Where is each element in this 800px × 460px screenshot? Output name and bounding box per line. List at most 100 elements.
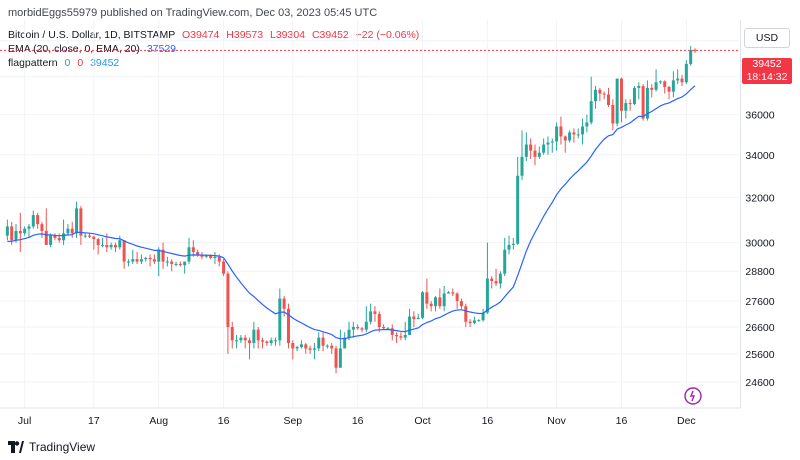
flagpattern-value-1: 0	[77, 57, 84, 69]
candle-body	[148, 257, 152, 260]
x-tick-label: 16	[218, 415, 230, 427]
candle-body	[53, 235, 57, 238]
candle-body	[343, 337, 347, 349]
candle-body	[40, 224, 44, 232]
symbol-legend-row[interactable]: Bitcoin / U.S. Dollar, 1D, BITSTAMP O394…	[8, 28, 419, 42]
candle-body	[200, 255, 204, 257]
flagpattern-label: flagpattern	[8, 57, 58, 69]
y-tick-label: 30000	[745, 238, 774, 250]
candle-body	[92, 236, 96, 240]
candle-body	[252, 329, 256, 344]
candle-body	[135, 259, 139, 262]
candle-body	[312, 348, 316, 350]
ohlc-high: H39573	[226, 29, 264, 41]
candle-body	[602, 93, 606, 95]
candle-body	[31, 215, 35, 227]
candle-body	[563, 136, 567, 141]
candle-body	[113, 244, 117, 248]
x-tick-label: Dec	[677, 415, 696, 427]
candle-body	[568, 132, 572, 141]
candle-body	[693, 50, 697, 52]
ema-label: EMA (20, close, 0, EMA, 20)	[8, 43, 140, 55]
candle-body	[126, 261, 130, 263]
candle-body	[317, 337, 321, 349]
candle-body	[278, 298, 282, 341]
candle-body	[88, 235, 92, 237]
candle-body	[118, 240, 122, 248]
candle-body	[676, 78, 680, 81]
candle-body	[144, 257, 148, 260]
candle-body	[347, 329, 351, 338]
bar-countdown: 18:14:32	[746, 71, 788, 83]
candle-body	[338, 348, 342, 368]
candle-body	[507, 244, 511, 250]
candle-body	[615, 78, 619, 124]
ohlc-low: L39304	[270, 29, 306, 41]
candle-body	[256, 329, 260, 341]
candle-body	[75, 208, 79, 234]
candle-body	[62, 233, 66, 241]
candle-body	[122, 240, 126, 262]
candle-body	[650, 87, 654, 90]
candle-body	[438, 297, 442, 307]
candle-body	[83, 235, 87, 237]
ema-value: 37529	[146, 43, 177, 55]
ema-line	[7, 85, 696, 340]
candle-body	[282, 298, 286, 309]
candle-body	[645, 87, 649, 119]
flagpattern-value-0: 0	[64, 57, 71, 69]
price-change: −22 (−0.06%)	[355, 29, 420, 41]
x-tick-label: Aug	[149, 415, 168, 427]
candle-body	[542, 144, 546, 153]
candle-body	[594, 89, 598, 102]
candle-body	[395, 334, 399, 337]
candle-body	[425, 292, 429, 304]
candle-body	[498, 273, 502, 284]
ema-legend-row[interactable]: EMA (20, close, 0, EMA, 20) 37529	[8, 42, 419, 56]
candle-body	[217, 256, 221, 262]
candle-body	[663, 81, 667, 87]
candle-body	[377, 313, 381, 328]
candle-body	[576, 134, 580, 136]
candle-body	[546, 142, 550, 145]
candle-body	[533, 150, 537, 157]
candle-body	[183, 261, 187, 266]
candle-body	[330, 345, 334, 349]
candle-body	[209, 255, 213, 258]
candle-body	[442, 293, 446, 307]
candle-body	[611, 104, 615, 124]
currency-button[interactable]: USD	[744, 28, 790, 48]
candle-body	[235, 340, 239, 342]
candle-body	[490, 278, 494, 282]
candles-group	[5, 46, 697, 374]
candle-body	[299, 344, 303, 348]
candle-body	[44, 231, 48, 245]
flagpattern-legend-row[interactable]: flagpattern 0 0 39452	[8, 56, 419, 70]
candle-body	[187, 247, 191, 262]
y-tick-label: 26600	[745, 322, 774, 334]
candle-body	[23, 228, 27, 234]
flag-pattern-marker-icon[interactable]	[684, 387, 702, 405]
y-tick-label: 25600	[745, 349, 774, 361]
candle-body	[550, 141, 554, 143]
candle-body	[641, 86, 645, 119]
candle-body	[684, 63, 688, 83]
candle-body	[464, 306, 468, 322]
candle-body	[213, 256, 217, 258]
y-tick-label: 28800	[745, 266, 774, 278]
candle-body	[105, 244, 109, 248]
candle-body	[459, 301, 463, 307]
candle-body	[10, 226, 14, 241]
y-tick-label: 24600	[745, 377, 774, 389]
candle-body	[222, 261, 226, 274]
candle-body	[555, 126, 559, 142]
candle-body	[680, 78, 684, 83]
candle-body	[364, 321, 368, 330]
candle-body	[269, 340, 273, 344]
x-tick-label: Jul	[18, 415, 31, 427]
candle-body	[412, 316, 416, 320]
candle-body	[632, 87, 636, 105]
candle-body	[537, 152, 541, 157]
candle-body	[204, 255, 208, 257]
